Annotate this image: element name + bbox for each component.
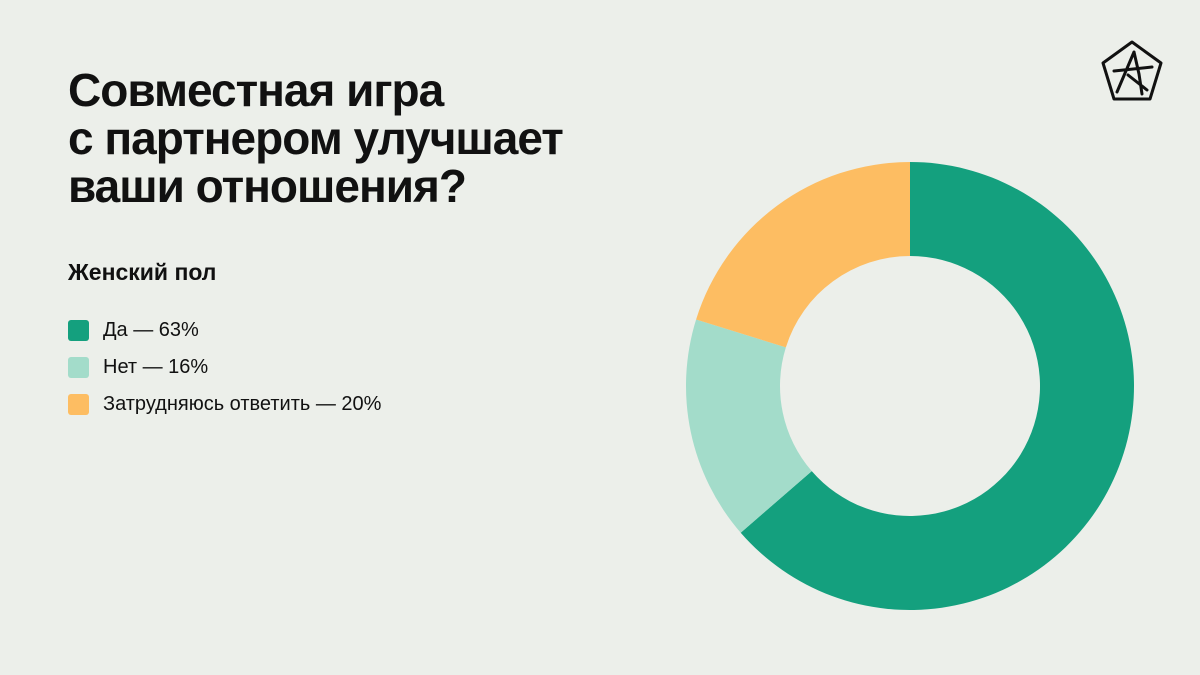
donut-slices [686, 162, 1134, 610]
slice-no [686, 319, 812, 533]
chart-title-line-3: ваши отношения? [68, 160, 467, 212]
donut-chart [686, 162, 1134, 610]
legend-item-yes: Да — 63% [68, 318, 381, 343]
legend-swatch-no [68, 357, 89, 378]
legend-label-yes: Да — 63% [103, 319, 199, 341]
chart-subtitle: Женский пол [68, 259, 217, 285]
chart-title-line-2: с партнером улучшает [68, 112, 564, 164]
legend-item-no: Нет — 16% [68, 355, 381, 380]
chart-legend: Да — 63% Нет — 16% Затрудняюсь ответить … [68, 318, 381, 429]
legend-label-unsure: Затрудняюсь ответить — 20% [103, 393, 382, 415]
star-pentagon-logo-icon [1101, 40, 1163, 101]
legend-item-unsure: Затрудняюсь ответить — 20% [68, 392, 381, 417]
legend-label-no: Нет — 16% [103, 356, 209, 378]
slice-yes [740, 162, 1134, 610]
legend-swatch-yes [68, 320, 89, 341]
legend-swatch-unsure [68, 394, 89, 415]
chart-title: Совместная игра с партнером улучшает ваш… [68, 66, 688, 210]
slice-unsure [696, 162, 910, 348]
chart-title-line-1: Совместная игра [68, 64, 444, 116]
